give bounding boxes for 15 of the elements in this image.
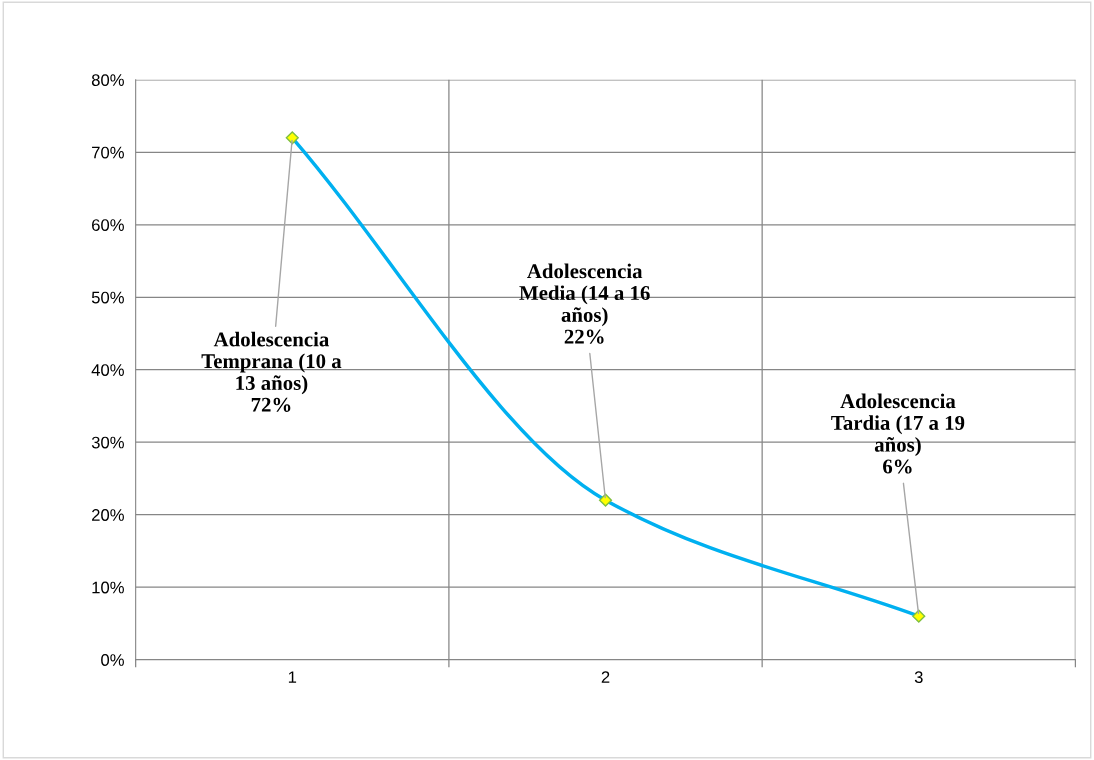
y-tick-label: 10% xyxy=(92,581,124,594)
y-tick-label: 60% xyxy=(92,219,124,231)
y-tick-label: 30% xyxy=(91,436,124,449)
y-tick-label: 0% xyxy=(101,654,124,666)
x-tick-label: 1 xyxy=(288,671,297,683)
y-tick-label: 70% xyxy=(92,146,124,159)
y-tick-label: 80% xyxy=(91,74,124,86)
annotation: Adolescencia Tardia (17 a 19 años) 6% xyxy=(831,393,965,474)
x-tick-label: 2 xyxy=(601,671,610,683)
annotation: Adolescencia Temprana (10 a 13 años) 72% xyxy=(201,331,342,412)
annotation: Adolescencia Media (14 a 16 años) 22% xyxy=(519,263,650,344)
y-tick-label: 20% xyxy=(92,509,124,521)
y-tick-label: 50% xyxy=(91,291,124,304)
x-tick-label: 3 xyxy=(914,671,923,684)
y-tick-label: 40% xyxy=(91,364,124,376)
